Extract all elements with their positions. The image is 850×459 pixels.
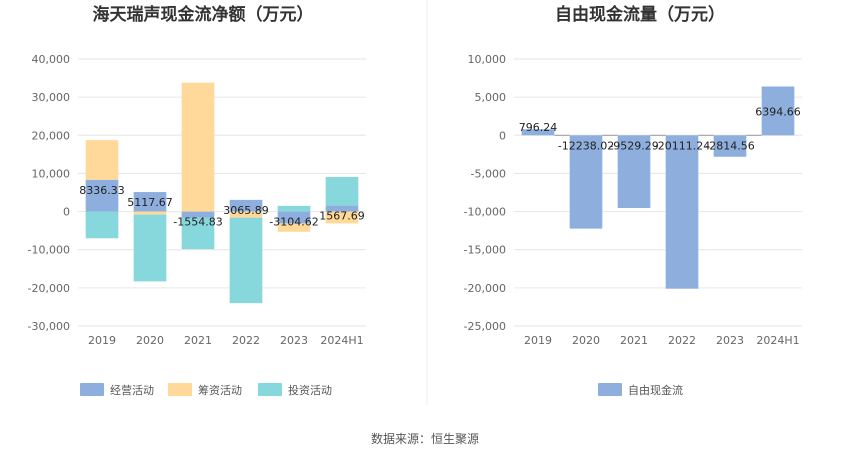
right-bar-free-cash-flow: [761, 86, 795, 136]
right-x-tick-label: 2021: [620, 334, 648, 347]
legend-swatch: [168, 383, 192, 396]
right-x-tick-label: 2023: [716, 334, 744, 347]
left-bar-financing: [133, 211, 167, 215]
left-x-tick-label: 2021: [184, 334, 212, 347]
legend-label: 筹资活动: [198, 383, 242, 397]
left-bar-financing: [229, 211, 263, 218]
right-y-tick-label: -20,000: [464, 282, 506, 295]
free-cash-flow-chart: 自由现金流量（万元） 10,000 5,000 0 -5,000 -10,000 -15,…: [464, 4, 802, 397]
right-x-tick-label: 2019: [524, 334, 552, 347]
right-y-tick-label: -15,000: [464, 244, 506, 257]
right-bar-free-cash-flow: [521, 129, 555, 136]
left-x-tick-label: 2022: [232, 334, 260, 347]
right-data-label: -12238.02: [558, 139, 614, 152]
left-data-label: -3104.62: [269, 216, 318, 229]
left-bar-investing: [229, 217, 263, 304]
left-x-tick-label: 2019: [88, 334, 116, 347]
right-bar-free-cash-flow: [569, 135, 603, 229]
right-x-tick-label: 2024H1: [756, 334, 799, 347]
left-bar-financing: [181, 82, 215, 212]
right-bar-free-cash-flow: [713, 135, 747, 157]
left-bar-investing: [85, 211, 119, 239]
left-x-tick-label: 2023: [280, 334, 308, 347]
left-bar-financing: [277, 223, 311, 232]
right-data-label: -20111.24: [654, 139, 710, 152]
left-x-tick-label: 2024H1: [320, 334, 363, 347]
right-bar-free-cash-flow: [665, 135, 699, 289]
left-y-tick-label: 20,000: [32, 129, 71, 142]
left-bar-operating: [277, 211, 311, 224]
left-bar-financing: [85, 140, 119, 180]
left-data-label: 3065.89: [223, 204, 269, 217]
right-data-label: 6394.66: [755, 106, 801, 119]
data-source: 数据来源：恒生聚源: [371, 431, 479, 446]
chart-title-left: 海天瑞声现金流净额（万元）: [93, 4, 314, 25]
right-data-label: -2814.56: [705, 139, 754, 152]
left-y-tick-label: 10,000: [32, 167, 71, 180]
right-y-tick-label: -10,000: [464, 206, 506, 219]
right-y-tick-label: -25,000: [464, 320, 506, 333]
right-y-tick-label: -5,000: [471, 167, 506, 180]
right-x-tick-label: 2020: [572, 334, 600, 347]
right-x-tick-label: 2022: [668, 334, 696, 347]
left-bar-operating: [229, 199, 263, 212]
legend-swatch: [258, 383, 282, 396]
left-bar-financing: [325, 211, 359, 224]
left-bar-operating: [85, 179, 119, 212]
cash-flow-net-chart: 海天瑞声现金流净额（万元） 40,000 30,000 20,000 10,000 0 -…: [28, 4, 366, 397]
left-data-label: 1567.69: [319, 210, 365, 223]
left-bar-investing: [325, 176, 359, 206]
left-y-tick-label: 40,000: [32, 53, 71, 66]
right-y-tick-label: 0: [499, 129, 506, 142]
right-data-label: -9529.29: [609, 139, 658, 152]
right-bar-free-cash-flow: [617, 135, 651, 208]
left-bar-investing: [181, 217, 215, 250]
legend-label: 投资活动: [288, 383, 332, 397]
left-bar-operating: [181, 211, 215, 218]
chart-title-right: 自由现金流量（万元）: [555, 4, 725, 25]
left-y-tick-label: -10,000: [28, 244, 70, 257]
left-x-tick-label: 2020: [136, 334, 164, 347]
legend-swatch: [598, 383, 622, 396]
left-bar-investing: [277, 205, 311, 212]
legend-label: 经营活动: [110, 383, 154, 397]
right-data-label: 796.24: [519, 121, 558, 134]
left-y-tick-label: -20,000: [28, 282, 70, 295]
left-bar-investing: [133, 214, 167, 282]
legend-label: 自由现金流: [628, 383, 683, 397]
right-y-tick-label: 10,000: [468, 53, 507, 66]
left-data-label: -1554.83: [173, 216, 222, 229]
left-y-tick-label: 0: [63, 206, 70, 219]
left-data-label: 5117.67: [127, 196, 173, 209]
left-data-label: 8336.33: [79, 184, 125, 197]
left-y-tick-label: -30,000: [28, 320, 70, 333]
left-bar-operating: [133, 192, 167, 212]
legend-swatch: [80, 383, 104, 396]
right-y-tick-label: 5,000: [475, 91, 507, 104]
left-bar-operating: [325, 205, 359, 212]
left-y-tick-label: 30,000: [32, 91, 71, 104]
